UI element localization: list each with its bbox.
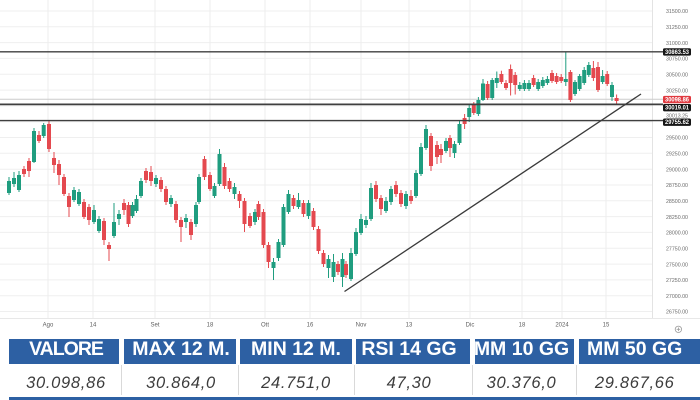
svg-text:30863.53: 30863.53 [665,50,690,56]
svg-text:18: 18 [519,323,526,329]
svg-text:30500.00: 30500.00 [666,73,688,79]
svg-text:28500.00: 28500.00 [666,199,688,205]
svg-text:16: 16 [307,323,314,329]
svg-text:30019.01: 30019.01 [665,106,690,112]
svg-text:15: 15 [603,323,610,329]
svg-text:27000.00: 27000.00 [666,294,688,300]
svg-text:29500.00: 29500.00 [666,136,688,142]
svg-text:30250.00: 30250.00 [666,88,688,94]
svg-text:13: 13 [406,323,413,329]
svg-text:Dic: Dic [466,323,475,329]
svg-text:2024: 2024 [555,323,569,329]
svg-text:29250.00: 29250.00 [666,152,688,158]
svg-text:28250.00: 28250.00 [666,215,688,221]
svg-text:31000.00: 31000.00 [666,41,688,47]
svg-text:28000.00: 28000.00 [666,231,688,237]
svg-text:30013.25: 30013.25 [666,114,688,120]
svg-text:Set: Set [150,323,159,329]
svg-text:31250.00: 31250.00 [666,25,688,31]
svg-text:Ago: Ago [43,323,54,329]
svg-text:30098.86: 30098.86 [665,98,690,104]
svg-text:27250.00: 27250.00 [666,278,688,284]
svg-text:28750.00: 28750.00 [666,183,688,189]
svg-text:27500.00: 27500.00 [666,262,688,268]
svg-text:29755.62: 29755.62 [665,120,690,126]
svg-text:26750.00: 26750.00 [666,310,688,316]
svg-text:Nov: Nov [356,323,367,329]
svg-text:Ott: Ott [261,323,269,329]
svg-text:18: 18 [207,323,214,329]
svg-text:30750.00: 30750.00 [666,57,688,63]
svg-text:27750.00: 27750.00 [666,246,688,252]
svg-text:31500.00: 31500.00 [666,9,688,15]
svg-text:14: 14 [90,323,97,329]
svg-text:29000.00: 29000.00 [666,167,688,173]
